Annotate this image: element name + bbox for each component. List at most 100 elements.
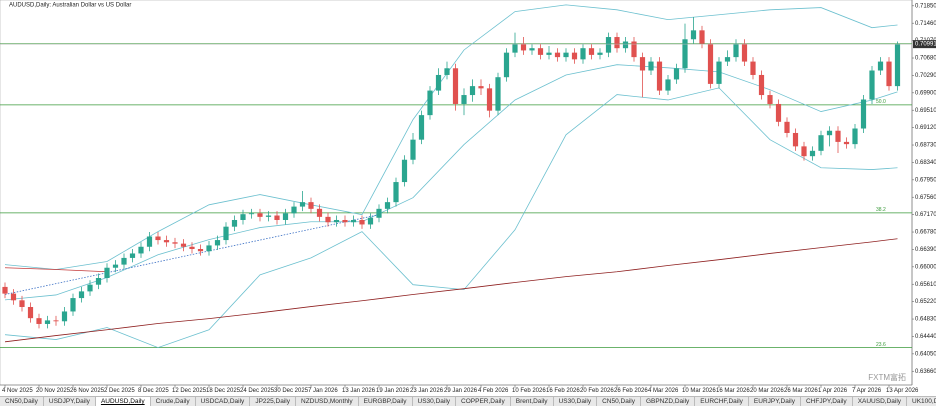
symbol-tab[interactable]: US30,Daily [413,397,457,406]
y-tick-label: 0.69120 [915,125,936,131]
y-tick-label: 0.67560 [915,195,936,201]
candle-body [716,61,722,84]
x-tick-label: 26 Feb 2026 [614,388,648,394]
candle-body [61,311,68,322]
candle-body [231,219,238,227]
candle-body [350,219,357,223]
candle-body [172,242,178,244]
candle-body [27,307,34,319]
candle-body [580,48,586,60]
candle-body [750,61,756,75]
candle-body [214,240,221,246]
candle-body [248,213,255,215]
tab-bar: CN50,Daily USDJPY,Daily AUDUSD,Daily Crude,… [0,396,936,406]
x-tick-label: 23 Jan 2026 [410,388,444,394]
x-tick-label: 16 Feb 2026 [546,388,580,394]
candle-body [410,139,416,160]
x-tick-label: 19 Jan 2026 [376,388,410,394]
symbol-tab[interactable]: GBPNZD,Daily [641,397,696,406]
candle-body [699,30,705,44]
candle-body [308,202,314,209]
candle-body [223,226,229,241]
symbol-tab[interactable]: EURJPY,Daily [749,397,801,406]
x-tick-label: 4 Mar 2026 [648,388,679,394]
candle-body [19,300,25,308]
y-tick-label: 0.64050 [915,351,936,357]
x-tick-label: 26 Mar 2026 [784,388,818,394]
symbol-tab[interactable]: XAUUSD,Daily [853,397,908,406]
symbol-tab[interactable]: JP225,Daily [250,397,296,406]
candle-body [427,90,433,116]
candle-body [775,103,782,122]
candle-body [639,57,646,71]
candle-body [886,61,892,87]
candle-body [801,146,807,157]
symbol-tab[interactable]: UK100,Daily [907,397,936,406]
symbol-tab[interactable]: EURGBP,Daily [359,397,413,406]
candle-body [665,79,671,91]
candle-body [206,245,212,252]
x-tick-label: 20 Mar 2026 [750,388,784,394]
candle-body [631,41,637,58]
candle-body [333,219,340,223]
candle-body [197,248,204,252]
candle-body [138,246,144,254]
symbol-tab[interactable]: NZDUSD,Monthly [296,397,359,406]
candle-body [401,159,408,183]
candle-body [503,52,510,78]
candle-body [656,61,663,91]
symbol-tab[interactable]: CHFJPY,Daily [801,397,853,406]
symbol-tab[interactable]: US30,Daily [554,397,598,406]
candle-body [682,39,688,69]
trend-line [4,214,380,295]
candle-body [129,253,136,258]
candle-body [767,95,773,104]
candle-body [860,99,867,129]
symbol-tab[interactable]: CN50,Daily [597,397,641,406]
x-tick-label: 10 Feb 2026 [512,388,546,394]
x-tick-label: 7 Jan 2026 [308,388,338,394]
y-tick-label: 0.67170 [915,212,936,218]
x-tick-label: 7 Apr 2026 [852,388,882,394]
x-tick-label: 13 Jan 2026 [342,388,376,394]
candle-body [367,217,374,225]
indicator-line [4,87,898,349]
candle-body [163,240,170,243]
candle-body [384,202,391,209]
candle-body [469,86,476,96]
candle-body [843,141,850,145]
candle-body [44,320,51,324]
symbol-tab[interactable]: AUDUSD,Daily [95,397,151,406]
symbol-tab[interactable]: Crude,Daily [151,397,196,406]
symbol-tab[interactable]: CN50,Daily [0,397,44,406]
candle-body [95,277,102,285]
candle-body [393,182,399,203]
candle-body [121,257,127,265]
y-tick-label: 0.68730 [915,143,936,149]
last-price-label: 0.70991 [915,42,936,48]
symbol-tab[interactable]: COPPER,Daily [456,397,511,406]
y-tick-label: 0.64830 [915,317,936,323]
symbol-tab[interactable]: EURCHF,Daily [695,397,749,406]
indicator-line [4,238,898,343]
y-tick-label: 0.66780 [915,230,936,236]
candle-body [2,286,8,294]
indicator-line [4,64,898,301]
candle-body [707,43,714,84]
candle-body [452,68,459,104]
candle-body [299,202,306,207]
symbol-tab[interactable]: Brent,Daily [511,397,554,406]
y-tick-label: 0.70290 [915,73,936,79]
candle-body [784,121,790,133]
x-tick-label: 26 Nov 2025 [70,388,105,394]
symbol-tab[interactable]: USDCAD,Daily [196,397,251,406]
candle-body [316,208,323,217]
symbol-tab[interactable]: USDJPY,Daily [44,397,96,406]
fib-label: 50.0 [876,99,886,105]
candle-body [70,298,76,312]
y-tick-label: 0.64440 [915,334,936,340]
candle-body [36,318,42,324]
x-tick-label: 20 Feb 2026 [580,388,614,394]
x-tick-label: 18 Dec 2025 [206,388,241,394]
